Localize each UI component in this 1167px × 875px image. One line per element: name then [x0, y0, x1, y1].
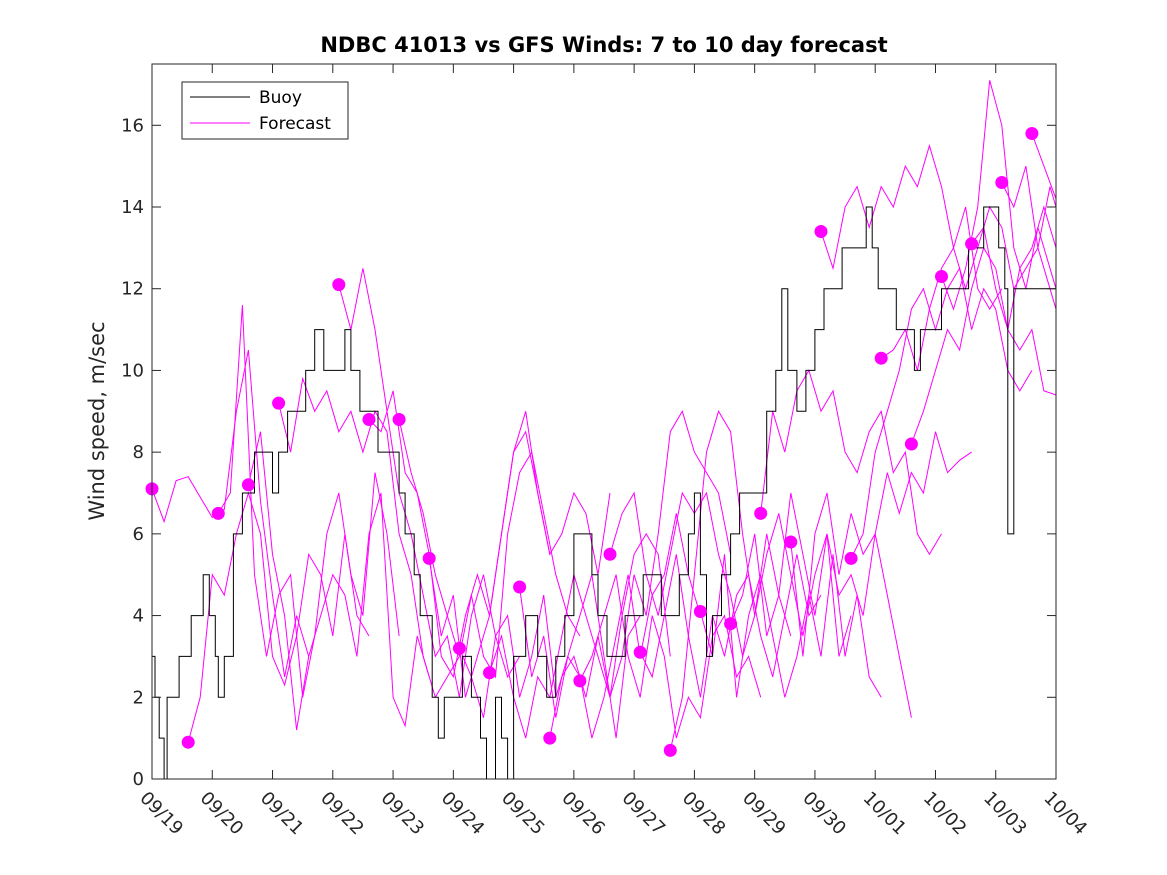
- forecast-start-marker: [603, 547, 617, 561]
- forecast-series-line-11: [489, 532, 671, 739]
- forecast-series-line-5: [278, 376, 460, 699]
- y-axis-label: Wind speed, m/sec: [85, 321, 109, 520]
- y-tick-label: 16: [121, 115, 144, 136]
- forecast-start-marker: [362, 413, 376, 426]
- forecast-start-marker: [935, 270, 948, 283]
- marker-layer: [145, 127, 1039, 757]
- forecast-series-line-21: [790, 431, 972, 657]
- forecast-start-marker: [693, 605, 707, 618]
- y-tick-label: 10: [121, 360, 144, 381]
- forecast-series-line-20: [760, 369, 942, 556]
- forecast-series-line-26: [941, 80, 1056, 311]
- forecast-series-line-4: [247, 431, 430, 731]
- forecast-start-marker: [573, 674, 587, 688]
- forecast-start-marker: [904, 437, 918, 451]
- y-tick-label: 4: [133, 606, 144, 627]
- forecast-series-line-12: [519, 513, 701, 739]
- y-tick-label: 2: [133, 687, 144, 708]
- forecast-start-marker: [211, 506, 225, 520]
- forecast-start-marker: [844, 551, 858, 565]
- forecast-start-marker: [633, 645, 647, 659]
- forecast-series-line-28: [1001, 165, 1056, 248]
- forecast-start-marker: [241, 478, 255, 492]
- forecast-series-line-19: [730, 492, 912, 718]
- forecast-series-line-6: [338, 268, 521, 698]
- forecast-start-marker: [392, 413, 406, 426]
- forecast-start-marker: [272, 396, 286, 410]
- forecast-series-line-3: [217, 305, 400, 698]
- forecast-series-line-29: [1031, 133, 1056, 199]
- forecast-start-marker: [1025, 127, 1039, 140]
- y-tick-label: 14: [121, 197, 144, 218]
- forecast-series-line-1: [152, 349, 310, 677]
- legend-box: [181, 81, 349, 140]
- forecast-start-marker: [874, 351, 888, 365]
- forecast-start-marker: [332, 278, 346, 292]
- buoy-series-line: [152, 206, 1056, 779]
- forecast-start-marker: [965, 237, 979, 251]
- forecast-series-line-14: [579, 574, 762, 739]
- forecast-start-marker: [483, 666, 496, 680]
- forecast-start-marker: [784, 535, 798, 549]
- legend-buoy-label: Buoy: [259, 88, 302, 108]
- legend: Buoy Forecast: [181, 81, 349, 140]
- forecast-start-marker: [452, 641, 466, 655]
- forecast-start-marker: [995, 176, 1009, 189]
- plot-frame: [151, 63, 1057, 780]
- y-tick-label: 12: [121, 279, 144, 300]
- forecast-start-marker: [513, 580, 527, 594]
- series-layer: [152, 80, 1056, 779]
- forecast-start-marker: [814, 225, 828, 238]
- forecast-start-marker: [181, 735, 195, 749]
- forecast-start-marker: [724, 617, 738, 631]
- forecast-start-marker: [422, 551, 436, 565]
- forecast-start-marker: [663, 743, 677, 757]
- y-tick-label: 6: [133, 524, 144, 545]
- y-tick-label: 8: [133, 442, 144, 463]
- legend-forecast-label: Forecast: [259, 114, 331, 134]
- chart-title: NDBC 41013 vs GFS Winds: 7 to 10 day for…: [320, 33, 887, 57]
- y-axis: 0 2 4 6 8 10 12 14 16: [121, 115, 1056, 790]
- forecast-start-marker: [754, 506, 768, 520]
- forecast-start-marker: [543, 731, 557, 745]
- y-tick-label: 0: [133, 769, 144, 790]
